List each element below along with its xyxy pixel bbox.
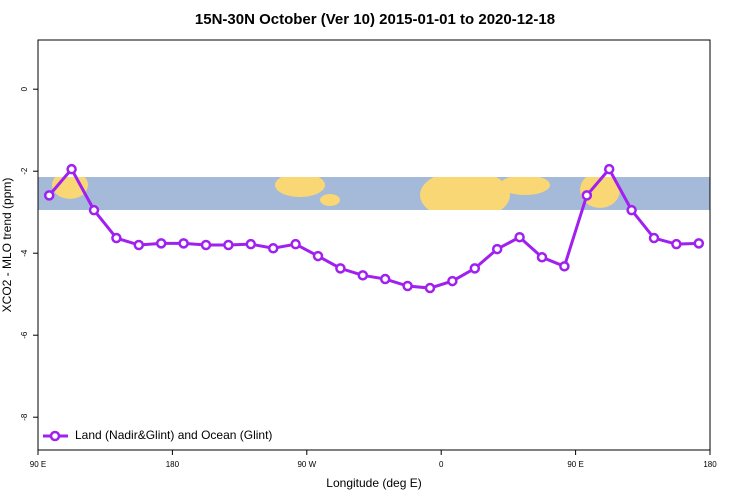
marker xyxy=(559,261,570,272)
y-tick-label: -8 xyxy=(20,413,29,421)
marker xyxy=(424,282,436,294)
marker xyxy=(66,163,77,175)
legend-marker xyxy=(49,430,61,442)
marker xyxy=(223,239,234,251)
marker xyxy=(491,243,503,255)
marker xyxy=(379,273,391,285)
y-tick-label: -2 xyxy=(20,167,29,175)
marker xyxy=(290,238,301,250)
x-tick-label: 180 xyxy=(166,460,180,469)
x-axis-label: Longitude (deg E) xyxy=(326,476,421,490)
chart-title: 15N-30N October (Ver 10) 2015-01-01 to 2… xyxy=(195,11,555,28)
marker xyxy=(626,204,637,216)
marker xyxy=(447,275,458,287)
x-tick-label: 180 xyxy=(703,460,717,469)
marker xyxy=(536,252,548,263)
y-axis-label: XCO2 - MLO trend (ppm) xyxy=(0,178,14,313)
legend-label: Land (Nadir&Glint) and Ocean (Glint) xyxy=(75,428,272,442)
marker xyxy=(671,238,682,250)
x-tick-label: 90 E xyxy=(30,460,46,469)
marker xyxy=(88,204,100,216)
plot-frame xyxy=(37,39,711,451)
map-band xyxy=(38,177,710,210)
y-tick-label: -6 xyxy=(20,331,29,339)
marker xyxy=(312,250,324,262)
marker xyxy=(133,239,145,251)
x-tick-label: 0 xyxy=(439,460,444,469)
marker xyxy=(155,238,167,249)
marker xyxy=(603,163,615,175)
marker xyxy=(111,232,122,244)
y-tick-label: -4 xyxy=(20,249,29,257)
marker xyxy=(200,239,212,251)
marker xyxy=(469,263,481,274)
x-tick-label: 90 W xyxy=(297,460,316,469)
marker xyxy=(693,238,705,249)
marker xyxy=(335,263,346,274)
marker xyxy=(267,243,279,254)
marker xyxy=(648,232,660,244)
marker xyxy=(402,280,413,292)
marker xyxy=(514,231,525,243)
y-tick-label: 0 xyxy=(20,86,29,91)
marker xyxy=(43,190,55,201)
marker xyxy=(581,190,593,201)
marker xyxy=(245,238,257,250)
marker xyxy=(178,238,189,249)
x-tick-label: 90 E xyxy=(567,460,583,469)
marker xyxy=(357,270,369,281)
